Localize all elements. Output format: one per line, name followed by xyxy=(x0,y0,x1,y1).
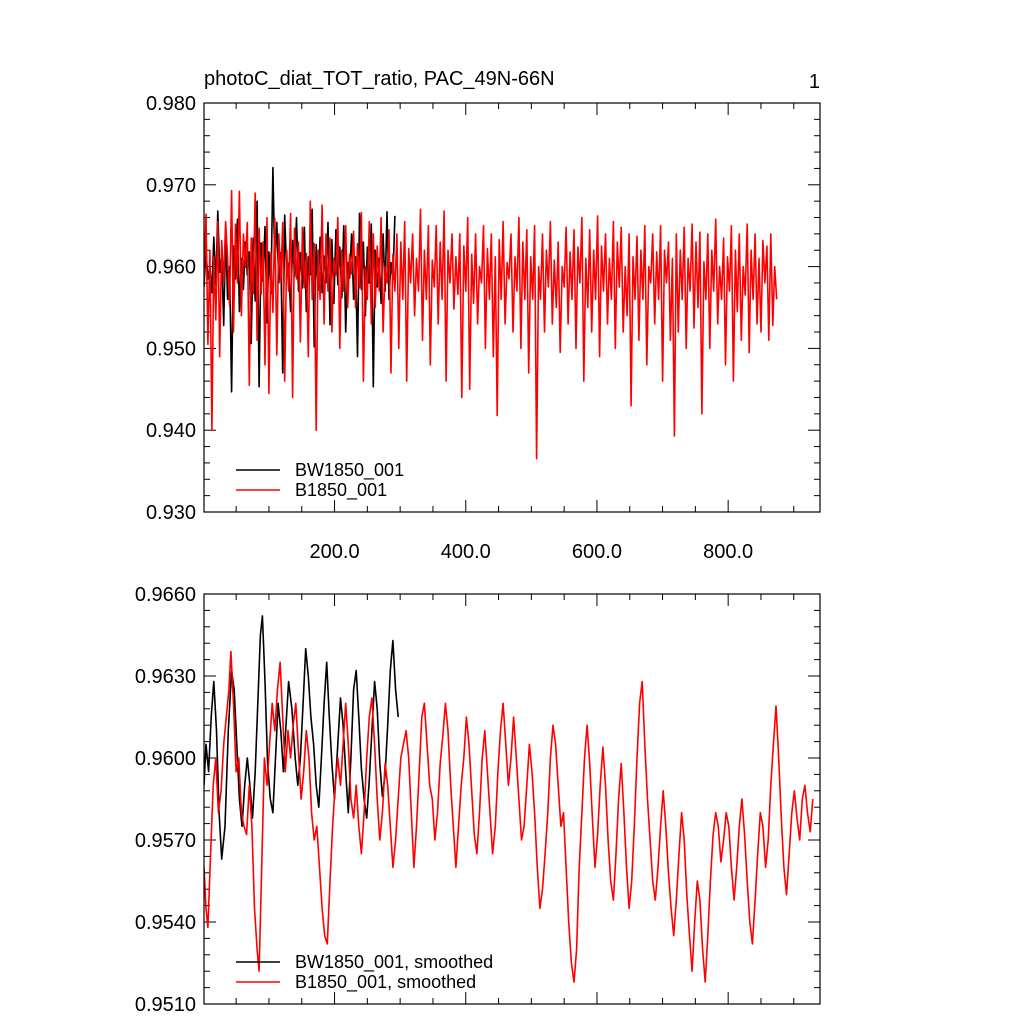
bottom-series-line-bw1850 xyxy=(204,615,399,860)
bottom-x-axis xyxy=(235,594,795,1004)
top-legend: BW1850_001 B1850_001 xyxy=(236,460,404,501)
top-y-axis: 0.930 0.940 0.950 0.960 0.970 0.980 xyxy=(146,93,820,524)
top-xtick-label: 400.0 xyxy=(441,541,491,563)
bottom-ytick-label: 0.9570 xyxy=(135,830,196,852)
top-xtick-label: 200.0 xyxy=(310,541,360,563)
bottom-plot-frame xyxy=(203,593,821,1005)
top-ytick-label: 0.940 xyxy=(146,420,196,442)
legend-label-bw1850-smoothed: BW1850_001, smoothed xyxy=(295,952,493,973)
top-series-group xyxy=(204,166,778,460)
bottom-ytick-label: 0.9630 xyxy=(135,666,196,688)
bottom-series-group xyxy=(204,615,814,983)
bottom-ytick-label: 0.9660 xyxy=(135,584,196,606)
bottom-legend: BW1850_001, smoothed B1850_001, smoothed xyxy=(236,952,493,993)
top-panel: photoC_diat_TOT_ratio, PAC_49N-66N 1 0.9… xyxy=(146,68,821,563)
bottom-ytick-label: 0.9510 xyxy=(135,994,196,1016)
legend-label-bw1850: BW1850_001 xyxy=(295,460,404,481)
corner-label: 1 xyxy=(809,71,820,93)
bottom-panel: 0.9510 0.9540 0.9570 0.9600 0.9630 0.9660 BW1… xyxy=(135,584,821,1016)
top-xtick-label: 800.0 xyxy=(703,541,753,563)
bottom-ytick-label: 0.9540 xyxy=(135,912,196,934)
top-xtick-label: 600.0 xyxy=(572,541,622,563)
top-x-axis: 200.0 400.0 600.0 800.0 xyxy=(235,103,795,563)
top-ytick-label: 0.930 xyxy=(146,502,196,524)
chart-title: photoC_diat_TOT_ratio, PAC_49N-66N xyxy=(204,68,555,90)
legend-label-b1850: B1850_001 xyxy=(295,480,387,501)
top-ytick-label: 0.970 xyxy=(146,175,196,197)
top-plot-frame xyxy=(203,102,821,513)
top-ytick-label: 0.950 xyxy=(146,338,196,360)
legend-label-b1850-smoothed: B1850_001, smoothed xyxy=(295,972,476,993)
top-ytick-label: 0.980 xyxy=(146,93,196,115)
bottom-ytick-label: 0.9600 xyxy=(135,748,196,770)
top-ytick-label: 0.960 xyxy=(146,257,196,279)
bottom-series-line-b1850 xyxy=(204,650,814,983)
top-series-line-b1850 xyxy=(204,189,778,460)
